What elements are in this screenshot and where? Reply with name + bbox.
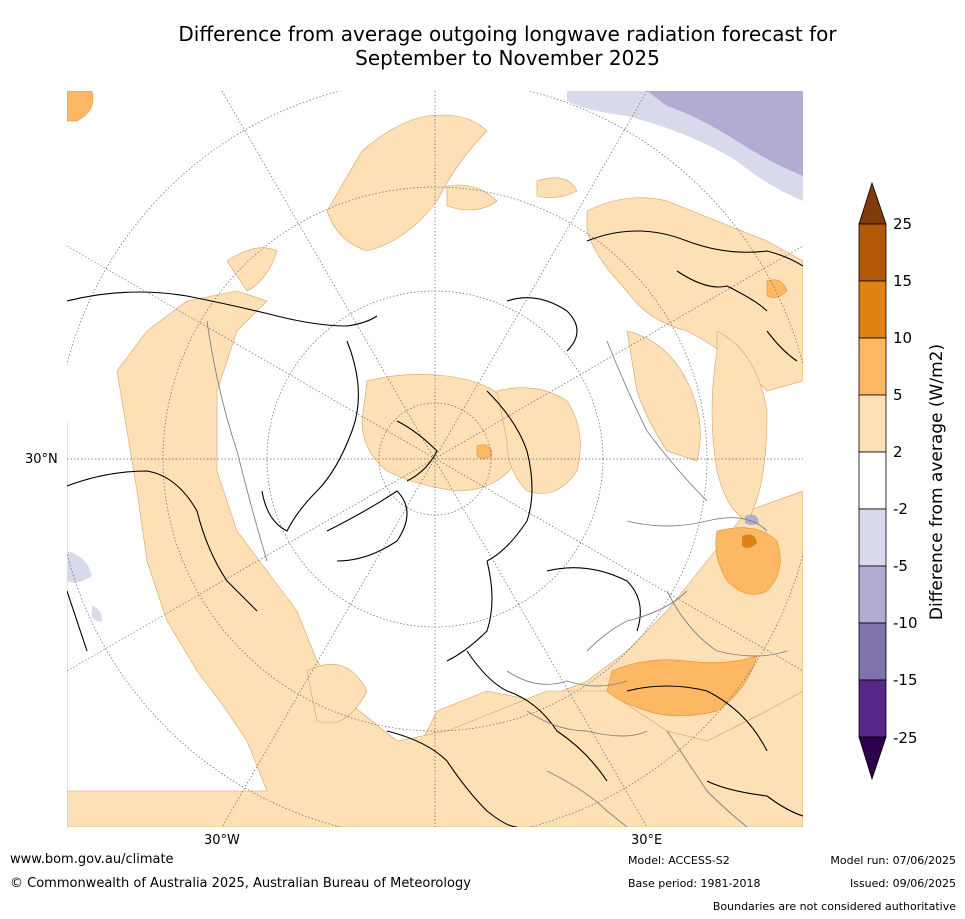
anomaly-5-to-10-regions <box>67 91 788 717</box>
colorbar-band-m5-m10 <box>858 565 887 624</box>
title-line-1: Difference from average outgoing longwav… <box>178 22 837 46</box>
colorbar-band-5-10 <box>858 337 887 396</box>
colorbar-band-m2-m5 <box>858 508 887 567</box>
colorbar-over-triangle <box>858 182 887 225</box>
latitude-label-30n: 30°N <box>25 452 58 467</box>
graticule <box>67 91 803 827</box>
colorbar-tick: -5 <box>893 557 908 575</box>
colorbar-tick: 25 <box>893 215 913 233</box>
colorbar-tick: -25 <box>893 729 918 747</box>
footer-model-run: Model run: 07/06/2025 <box>830 854 956 867</box>
colorbar-tick: -2 <box>893 500 908 518</box>
colorbar-label: Difference from average (W/m2) <box>927 343 947 621</box>
longitude-label-30e: 30°E <box>631 833 663 848</box>
coastlines <box>67 230 803 827</box>
colorbar-tick: -10 <box>893 614 918 632</box>
colorbar-tick: 15 <box>893 272 913 290</box>
polar-map <box>67 91 803 827</box>
colorbar-band-m10-m15 <box>858 622 887 681</box>
colorbar-under-triangle <box>858 736 887 781</box>
footer-disclaimer: Boundaries are not considered authoritat… <box>712 900 956 913</box>
colorbar-band-10-15 <box>858 280 887 339</box>
colorbar-band-15-25 <box>858 223 887 282</box>
footer-model: Model: ACCESS-S2 <box>628 854 730 867</box>
colorbar-tick: 10 <box>893 329 913 347</box>
anomaly-10-to-15-regions <box>742 534 757 548</box>
anomaly-2-to-5-regions <box>67 114 803 827</box>
country-borders <box>206 320 788 827</box>
title-line-2: September to November 2025 <box>355 46 660 70</box>
colorbar-band-2-5 <box>858 394 887 453</box>
colorbar-tick: 5 <box>893 386 903 404</box>
colorbar-tick: 2 <box>893 443 903 461</box>
map-title: Difference from average outgoing longwav… <box>100 22 915 70</box>
colorbar-band-neutral <box>858 451 887 510</box>
colorbar-band-m15-m25 <box>858 679 887 738</box>
longitude-label-30w: 30°W <box>204 833 240 848</box>
colorbar <box>858 182 887 781</box>
colorbar-tick: -15 <box>893 671 918 689</box>
footer-base-period: Base period: 1981-2018 <box>628 877 761 890</box>
footer-issued: Issued: 09/06/2025 <box>849 877 956 890</box>
footer-copyright: © Commonwealth of Australia 2025, Austra… <box>10 876 471 891</box>
footer-website: www.bom.gov.au/climate <box>10 852 174 867</box>
